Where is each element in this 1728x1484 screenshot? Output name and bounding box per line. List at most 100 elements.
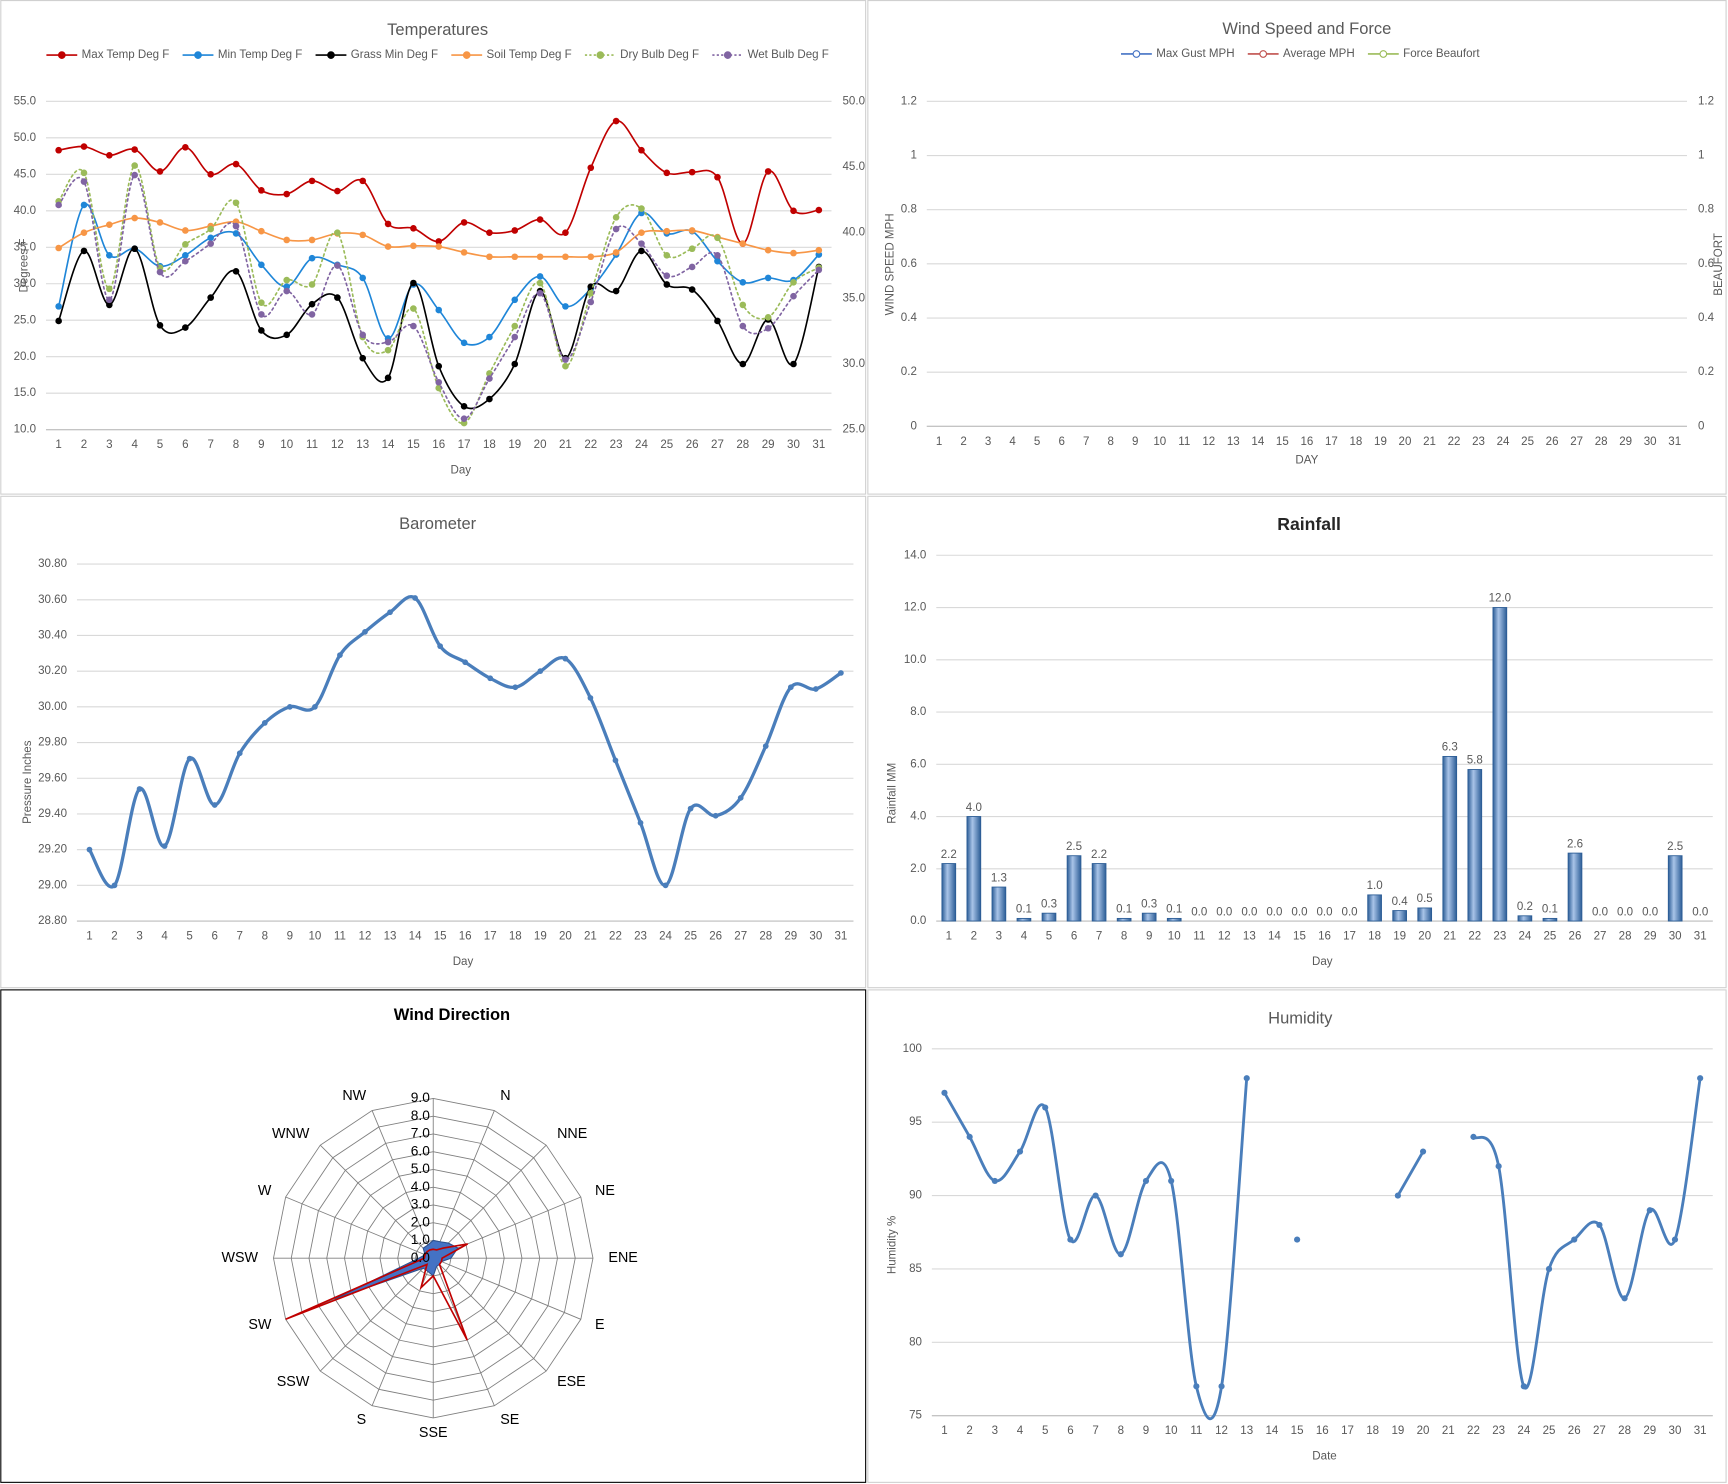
spoke <box>371 1110 434 1259</box>
x-tick-label: 6 <box>1058 436 1064 448</box>
bar <box>1542 917 1558 922</box>
x-tick-label: 20 <box>1399 436 1412 448</box>
x-tick-label: 24 <box>1517 1425 1530 1437</box>
marker <box>688 245 696 253</box>
y2-tick-label: 0.2 <box>1698 366 1714 378</box>
y-tick-label: 14.0 <box>904 549 926 561</box>
x-tick-label: 2 <box>111 930 117 942</box>
legend-marker <box>462 51 471 59</box>
marker <box>182 257 189 265</box>
y-tick-label: 10.0 <box>14 424 36 436</box>
marker <box>537 668 544 675</box>
data-label: 0.0 <box>1191 906 1207 918</box>
x-tick-label: 14 <box>382 439 395 451</box>
x-tick-label: 22 <box>584 439 597 451</box>
bar <box>1041 912 1057 922</box>
marker <box>258 261 265 269</box>
x-tick-label: 20 <box>559 930 572 942</box>
x-tick-label: 2 <box>971 930 977 942</box>
y-tick-label: 4.0 <box>910 811 926 823</box>
legend-label: Soil Temp Deg F <box>487 49 572 61</box>
x-tick-label: 2 <box>966 1425 972 1437</box>
x-tick-label: 29 <box>1619 436 1632 448</box>
marker <box>283 190 291 198</box>
y2-tick-label: 0.8 <box>1698 204 1714 216</box>
marker <box>387 609 393 616</box>
x-tick-label: 17 <box>1341 1425 1354 1437</box>
x-tick-label: 9 <box>1132 436 1138 448</box>
marker <box>312 703 318 710</box>
data-label: 4.0 <box>966 802 982 814</box>
marker <box>1470 1133 1477 1140</box>
marker <box>207 171 214 178</box>
data-label: 0.0 <box>1266 906 1282 918</box>
marker <box>612 287 620 295</box>
marker <box>688 263 696 271</box>
marker <box>536 216 544 223</box>
marker <box>156 168 164 175</box>
x-tick-label: 28 <box>1595 436 1608 448</box>
x-tick-label: 23 <box>634 930 647 942</box>
marker <box>790 360 797 368</box>
x-tick-label: 6 <box>1067 1425 1073 1437</box>
legend-label: Max Gust MPH <box>1156 48 1234 60</box>
y-tick-label: 75 <box>909 1410 922 1422</box>
x-tick-label: 10 <box>280 439 293 451</box>
bar <box>1141 912 1157 922</box>
x-axis-title: Day <box>453 956 474 968</box>
marker <box>131 214 138 222</box>
x-tick-label: 25 <box>1544 930 1557 942</box>
x-tick-label: 4 <box>1009 436 1016 448</box>
marker <box>80 201 88 209</box>
x-tick-label: 3 <box>985 436 991 448</box>
marker <box>80 169 88 177</box>
marker <box>258 327 265 334</box>
data-label: 0.1 <box>1166 904 1182 916</box>
marker <box>460 219 468 226</box>
y2-tick-label: 40.0 <box>843 227 865 239</box>
x-tick-label: 31 <box>1694 930 1707 942</box>
marker <box>1495 1163 1502 1170</box>
x-tick-label: 8 <box>262 930 268 942</box>
marker <box>638 247 645 255</box>
x-tick-label: 4 <box>161 930 168 942</box>
bar <box>1066 855 1082 922</box>
x-tick-label: 28 <box>1618 1425 1631 1437</box>
x-tick-label: 20 <box>1417 1425 1430 1437</box>
x-tick-label: 5 <box>157 439 163 451</box>
x-tick-label: 16 <box>1318 930 1331 942</box>
marker <box>1646 1207 1653 1214</box>
bar <box>1016 917 1032 922</box>
marker <box>991 1177 998 1184</box>
marker <box>131 171 138 179</box>
marker <box>106 152 113 159</box>
marker <box>764 314 772 321</box>
x-tick-label: 15 <box>1291 1425 1304 1437</box>
marker <box>587 164 595 172</box>
marker <box>156 219 164 226</box>
category-label: WNW <box>272 1126 310 1142</box>
y-tick-label: 0.2 <box>901 366 917 378</box>
x-tick-label: 21 <box>584 930 597 942</box>
x-tick-label: 25 <box>684 930 697 942</box>
x-tick-label: 27 <box>734 930 747 942</box>
marker <box>334 187 341 195</box>
category-label: SSW <box>277 1374 310 1390</box>
marker <box>462 659 469 666</box>
marker <box>790 278 797 286</box>
marker <box>663 169 671 177</box>
data-label: 5.8 <box>1467 755 1483 767</box>
y-tick-label: 10.0 <box>904 654 926 666</box>
panel <box>867 0 1727 495</box>
marker <box>106 296 113 304</box>
marker <box>258 311 265 318</box>
data-label: 2.6 <box>1567 838 1583 850</box>
y-tick-label: 55.0 <box>14 95 36 107</box>
marker <box>308 300 316 308</box>
x-tick-label: 31 <box>1668 436 1681 448</box>
marker <box>612 214 620 221</box>
marker <box>211 802 218 808</box>
x-tick-label: 24 <box>635 439 648 451</box>
x-tick-label: 7 <box>207 439 213 451</box>
x-tick-label: 26 <box>1546 436 1559 448</box>
